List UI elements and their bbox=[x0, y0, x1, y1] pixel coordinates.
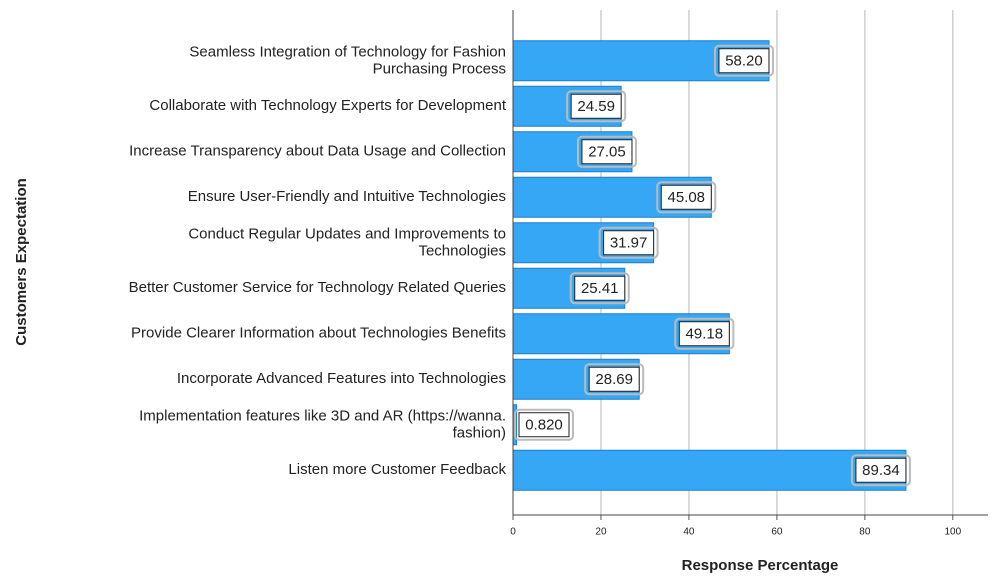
y-tick-label: Seamless Integration of Technology for F… bbox=[189, 43, 506, 77]
value-label-box bbox=[603, 230, 655, 256]
value-label-frame bbox=[656, 181, 717, 214]
value-label-frame bbox=[674, 317, 735, 350]
x-tick-label: 60 bbox=[771, 527, 783, 538]
value-label-text: 25.41 bbox=[581, 280, 619, 297]
value-label-frame bbox=[514, 408, 574, 441]
value-label-text: 28.69 bbox=[595, 371, 633, 388]
value-label-text: 27.05 bbox=[588, 144, 626, 161]
value-label-box bbox=[660, 184, 712, 210]
value-label-text: 24.59 bbox=[577, 98, 615, 115]
y-tick-label: Implementation features like 3D and AR (… bbox=[139, 407, 506, 441]
value-label: 89.34 bbox=[850, 454, 911, 487]
value-label: 28.69 bbox=[584, 363, 645, 396]
value-label-text: 0.820 bbox=[525, 417, 563, 434]
value-label-box bbox=[678, 321, 730, 347]
value-label-text: 58.20 bbox=[725, 53, 763, 70]
value-label-text: 49.18 bbox=[686, 326, 724, 343]
y-tick-label: Collaborate with Technology Experts for … bbox=[149, 97, 506, 114]
value-label: 45.08 bbox=[656, 181, 717, 214]
value-label-frame bbox=[576, 135, 637, 168]
value-label-box bbox=[581, 139, 633, 165]
value-label-box bbox=[518, 412, 570, 438]
bar bbox=[512, 449, 907, 491]
value-label: 31.97 bbox=[598, 226, 659, 259]
value-label: 27.05 bbox=[576, 135, 637, 168]
value-label-box bbox=[855, 457, 907, 483]
value-label-text: 45.08 bbox=[667, 189, 705, 206]
value-label-box bbox=[570, 93, 622, 119]
x-tick-label: 100 bbox=[944, 527, 961, 538]
value-label: 25.41 bbox=[569, 272, 630, 305]
value-label: 49.18 bbox=[674, 317, 735, 350]
value-label-frame bbox=[850, 454, 911, 487]
value-label-frame bbox=[598, 226, 659, 259]
value-label-box bbox=[718, 48, 770, 74]
value-label: 0.820 bbox=[514, 408, 574, 441]
value-label: 58.20 bbox=[713, 44, 774, 77]
y-tick-label: Incorporate Advanced Features into Techn… bbox=[177, 370, 506, 387]
y-tick-label: Ensure User-Friendly and Intuitive Techn… bbox=[188, 188, 506, 205]
value-label-frame bbox=[584, 363, 645, 396]
y-axis-title: Customers Expectation bbox=[13, 178, 30, 346]
value-label-box bbox=[588, 366, 640, 392]
value-label-frame bbox=[713, 44, 774, 77]
value-label-frame bbox=[569, 272, 630, 305]
x-tick-label: 40 bbox=[683, 527, 695, 538]
value-label: 24.59 bbox=[566, 90, 627, 123]
y-tick-label: Provide Clearer Information about Techno… bbox=[131, 325, 506, 342]
y-tick-label: Conduct Regular Updates and Improvements… bbox=[188, 225, 506, 259]
y-tick-label: Increase Transparency about Data Usage a… bbox=[129, 143, 506, 160]
value-label-text: 89.34 bbox=[862, 462, 900, 479]
x-tick-label: 20 bbox=[595, 527, 607, 538]
y-tick-label: Better Customer Service for Technology R… bbox=[129, 279, 506, 296]
value-label-box bbox=[574, 275, 626, 301]
x-tick-label: 80 bbox=[859, 527, 871, 538]
y-tick-label: Listen more Customer Feedback bbox=[288, 461, 506, 478]
value-label-frame bbox=[566, 90, 627, 123]
x-axis-title: Response Percentage bbox=[682, 557, 839, 574]
x-tick-label: 0 bbox=[510, 527, 516, 538]
value-label-text: 31.97 bbox=[610, 235, 648, 252]
